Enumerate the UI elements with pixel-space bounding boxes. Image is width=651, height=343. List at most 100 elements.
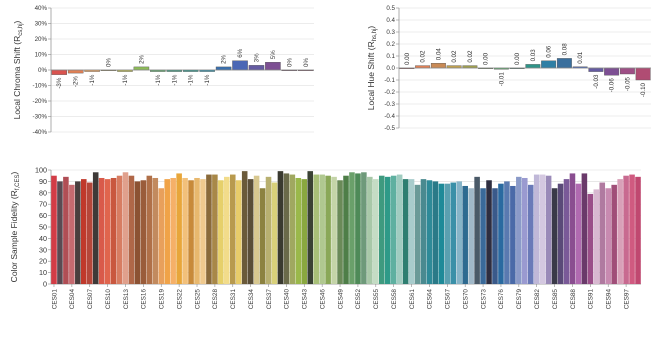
x-tick-label: CES31 [230,289,237,310]
fidelity-bar [110,177,117,284]
y-tick-label: 0.1 [386,53,395,60]
x-tick-label: CES91 [588,289,595,310]
fidelity-bar [51,175,57,284]
y-tick-label: 70 [39,200,47,209]
fidelity-bar [295,177,302,284]
y-tick-label: 0.4 [386,17,395,24]
fidelity-bar [390,175,397,284]
hue-value-label: 0.00 [404,52,411,65]
fidelity-bar [104,179,111,284]
fidelity-bar [331,176,337,284]
fidelity-bar [146,175,153,284]
x-tick-label: CES43 [302,289,309,310]
hue-value-label: 0.00 [514,52,521,65]
fidelity-bar [98,177,105,284]
y-tick-label: 0.2 [386,41,395,48]
fidelity-bar [86,182,93,284]
hue-bar [430,63,446,69]
chroma-value-label: -1% [188,74,195,86]
chroma-bar [215,66,232,71]
fidelity-bar [444,183,451,284]
x-tick-label: CES40 [284,289,291,310]
fidelity-bar [402,179,409,284]
fidelity-bar [247,179,254,284]
x-tick-label: CES70 [462,289,469,310]
hue-value-label: 0.06 [546,45,553,58]
chroma-value-label: 0% [286,58,293,67]
y-tick-label: -0.3 [384,101,395,108]
fidelity-bar [384,176,391,284]
x-tick-label: CES28 [212,289,219,310]
hue-bar [415,65,431,69]
chroma-bar [248,65,265,71]
y-tick-label: -0.4 [384,113,395,120]
fidelity-bar [486,180,492,284]
hue-value-label: 0.02 [420,50,427,63]
chroma-value-label: 2% [138,54,145,63]
fidelity-bar [569,173,576,284]
fidelity-bar [325,175,331,284]
fidelity-bar [134,181,141,284]
fidelity-bar [253,175,260,284]
x-tick-label: CES76 [498,289,505,310]
fidelity-bar [474,176,480,284]
chroma-value-label: -1% [89,74,96,86]
fidelity-bar [80,179,87,284]
y-tick-label: 20% [35,36,48,43]
fidelity-bar [128,175,135,284]
chroma-bar [265,62,281,71]
fidelity-bar [283,173,290,284]
fidelity-bar [587,193,594,284]
x-tick-label: CES64 [427,289,434,310]
y-tick-label: 100 [35,166,47,175]
y-tick-label: -0.5 [384,125,395,132]
x-tick-label: CES13 [123,289,130,310]
chroma-value-label: -1% [171,74,178,86]
fidelity-bar [575,183,582,284]
fidelity-bar [629,174,635,284]
hue-bar [446,65,462,69]
fidelity-bar [432,181,439,284]
fidelity-bar [289,174,296,284]
fidelity-bar [75,181,81,284]
fidelity-bar [63,176,69,284]
chroma-value-label: -1% [122,74,129,86]
hue-value-label: -0.05 [624,76,631,91]
fidelity-bar [307,171,314,284]
x-tick-label: CES58 [391,289,398,310]
fidelity-bar [170,177,176,284]
fidelity-bar [158,188,165,284]
chroma-value-label: -1% [204,74,211,86]
hue-bar [525,64,541,69]
fidelity-bar [343,175,349,284]
fidelity-bar [218,180,224,284]
fidelity-bar [492,188,498,284]
fidelity-bar [229,174,236,284]
fidelity-bar [200,179,206,284]
hue-bar [588,67,604,72]
fidelity-bar [611,184,617,284]
x-tick-label: CES67 [445,289,452,310]
fidelity-bar [235,180,242,284]
y-tick-label: 60 [39,211,47,220]
hue-value-label: -0.01 [498,72,505,87]
y-tick-label: -0.2 [384,89,395,96]
y-tick-label: 50 [39,223,47,232]
fidelity-bar [259,188,266,284]
chroma-value-label: -1% [155,74,162,86]
chroma-value-label: 0% [303,58,310,67]
hue-bar [541,60,557,69]
chroma-bar [51,69,67,75]
hue-value-label: 0.04 [435,48,442,61]
y-tick-label: 30 [39,245,47,254]
chroma-bar [232,60,248,71]
fidelity-bar [319,174,325,284]
y-tick-label: -30% [33,114,48,121]
chroma-value-label: 2% [221,54,228,63]
fidelity-bar [367,176,373,284]
x-tick-label: CES97 [623,289,630,310]
chroma-bar [133,66,150,71]
x-tick-label: CES07 [87,289,94,310]
